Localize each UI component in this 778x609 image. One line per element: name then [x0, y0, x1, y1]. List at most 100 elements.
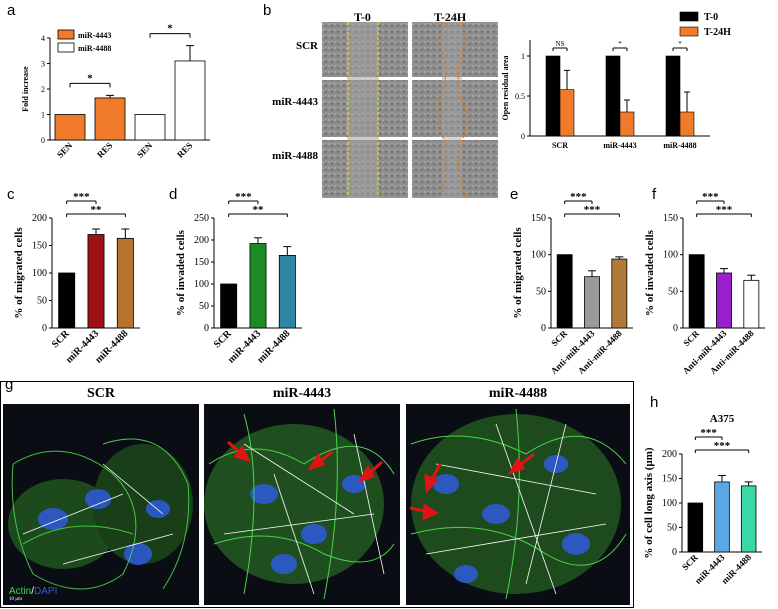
sig-label-b: * [678, 40, 682, 48]
x-tick-label-e: SCR [549, 328, 569, 348]
y-tick-label-f: 50 [668, 286, 678, 297]
legend-label-b: T-0 [704, 12, 718, 23]
stain-actin: Actin [9, 586, 32, 597]
y-tick-label-b: 0.5 [515, 92, 525, 101]
bar-d-miR-4488 [278, 255, 296, 329]
bar-h-miR-4488 [740, 485, 757, 553]
y-tick-label-a: 1 [41, 111, 45, 120]
legend-swatch-a [57, 29, 75, 40]
micro-mir4488 [406, 404, 630, 605]
micro-title-mir4488: miR-4488 [488, 386, 548, 401]
panel-label-d: d [169, 186, 178, 203]
y-tick-label-h: 0 [672, 547, 677, 558]
y-tick-label-b: 0 [521, 132, 525, 141]
sig-label-c: ** [91, 204, 103, 216]
y-axis-label-b: Open residual area [501, 55, 510, 120]
chart-title-h: A375 [710, 413, 735, 425]
scale-scr: 10 µm [9, 597, 22, 602]
y-tick-label-e: 100 [531, 250, 546, 261]
sig-label-a: * [87, 72, 93, 84]
y-tick-label-f: 0 [673, 323, 678, 334]
panel-label-a: a [7, 2, 16, 19]
y-tick-label-f: 150 [663, 213, 678, 224]
bar-b-T-24H-miR-4488 [679, 111, 695, 137]
y-tick-label-d: 250 [194, 213, 209, 224]
y-tick-label-c: 200 [32, 213, 47, 224]
x-tick-label-b: miR-4443 [603, 141, 636, 150]
col-header-t0: T-0 [354, 10, 371, 24]
bar-c-miR-4443 [87, 234, 105, 329]
micro-title-scr: SCR [86, 386, 115, 401]
scratch-assay-grid: T-0 T-24H SCR miR-4443 miR-4488 [262, 10, 498, 199]
legend-label-a: miR-4488 [78, 44, 111, 53]
bar-f-Anti-miR-4488 [743, 279, 760, 329]
bar-b-T-0-SCR [545, 55, 561, 137]
panel-label-e: e [510, 186, 519, 203]
bar-b-T-24H-miR-4443 [619, 111, 635, 137]
x-tick-label-a: RES [95, 140, 114, 159]
sig-label-f: *** [702, 191, 719, 203]
legend-swatch-b [679, 26, 699, 37]
y-tick-label-c: 50 [37, 296, 47, 307]
sig-label-d: *** [235, 191, 252, 203]
y-tick-label-d: 50 [199, 301, 209, 312]
y-axis-label-c: % of migrated cells [13, 227, 25, 319]
chart-h: 0 50 100 150 200 % of cell long axis (µm) A375… [643, 413, 762, 586]
x-tick-label-f: SCR [681, 328, 701, 348]
panel-label-f: f [652, 186, 657, 203]
sig-label-c: *** [73, 191, 90, 203]
y-axis-label-h: % of cell long axis (µm) [643, 447, 655, 558]
x-tick-label-b: miR-4488 [663, 141, 696, 150]
col-header-t24h: T-24H [434, 10, 467, 24]
bar-e-Anti-miR-4488 [611, 258, 628, 329]
y-axis-label-a: Fold increase [21, 66, 30, 112]
micro-mir4443 [204, 404, 400, 605]
y-tick-label-f: 100 [663, 250, 678, 261]
bar-h-miR-4443 [714, 481, 730, 553]
x-tick-label-a: SEN [55, 140, 75, 160]
y-tick-label-d: 150 [194, 257, 209, 268]
sig-label-f: *** [716, 204, 733, 216]
bar-e-SCR [556, 254, 573, 329]
sig-label-h: *** [714, 440, 731, 452]
y-tick-label-d: 100 [194, 279, 209, 290]
row-label-scr: SCR [295, 40, 318, 52]
sig-label-e: *** [570, 191, 587, 203]
x-tick-label-b: SCR [552, 141, 568, 150]
scratch-images [322, 22, 498, 199]
y-tick-label-d: 0 [204, 323, 209, 334]
bar-e-Anti-miR-4443 [584, 276, 600, 329]
sig-label-d: ** [253, 204, 265, 216]
legend-swatch-a [57, 42, 75, 53]
bar-b-T-0-miR-4488 [665, 55, 681, 137]
legend-label-a: miR-4443 [78, 31, 111, 40]
sig-label-e: *** [584, 204, 601, 216]
y-tick-label-h: 200 [662, 449, 677, 460]
x-tick-label-a: SEN [135, 140, 155, 160]
chart-a: 0 1 2 3 4 Fold increase SEN RES SEN RES * * miR-4443… [21, 23, 210, 160]
panel-label-h: h [650, 394, 659, 411]
x-tick-label-h: miR-4488 [719, 552, 753, 586]
bar-f-Anti-miR-4443 [716, 272, 732, 329]
y-tick-label-d: 200 [194, 235, 209, 246]
y-tick-label-a: 2 [41, 85, 45, 94]
y-tick-label-e: 50 [536, 286, 546, 297]
x-tick-label-c: SCR [50, 328, 72, 350]
panel-label-g: g [5, 376, 14, 393]
y-tick-label-a: 0 [41, 136, 45, 145]
y-tick-label-e: 150 [531, 213, 546, 224]
x-tick-label-h: SCR [680, 552, 700, 572]
y-tick-label-c: 150 [32, 241, 47, 252]
y-tick-label-h: 150 [662, 474, 677, 485]
stain-legend: Actin/DAPI [9, 586, 57, 597]
y-tick-label-h: 50 [667, 523, 677, 534]
bar-a-1 [94, 97, 126, 141]
y-tick-label-e: 0 [541, 323, 546, 334]
micro-title-mir4443: miR-4443 [272, 386, 332, 401]
stain-dapi: DAPI [34, 586, 58, 597]
y-tick-label-a: 4 [41, 34, 45, 43]
